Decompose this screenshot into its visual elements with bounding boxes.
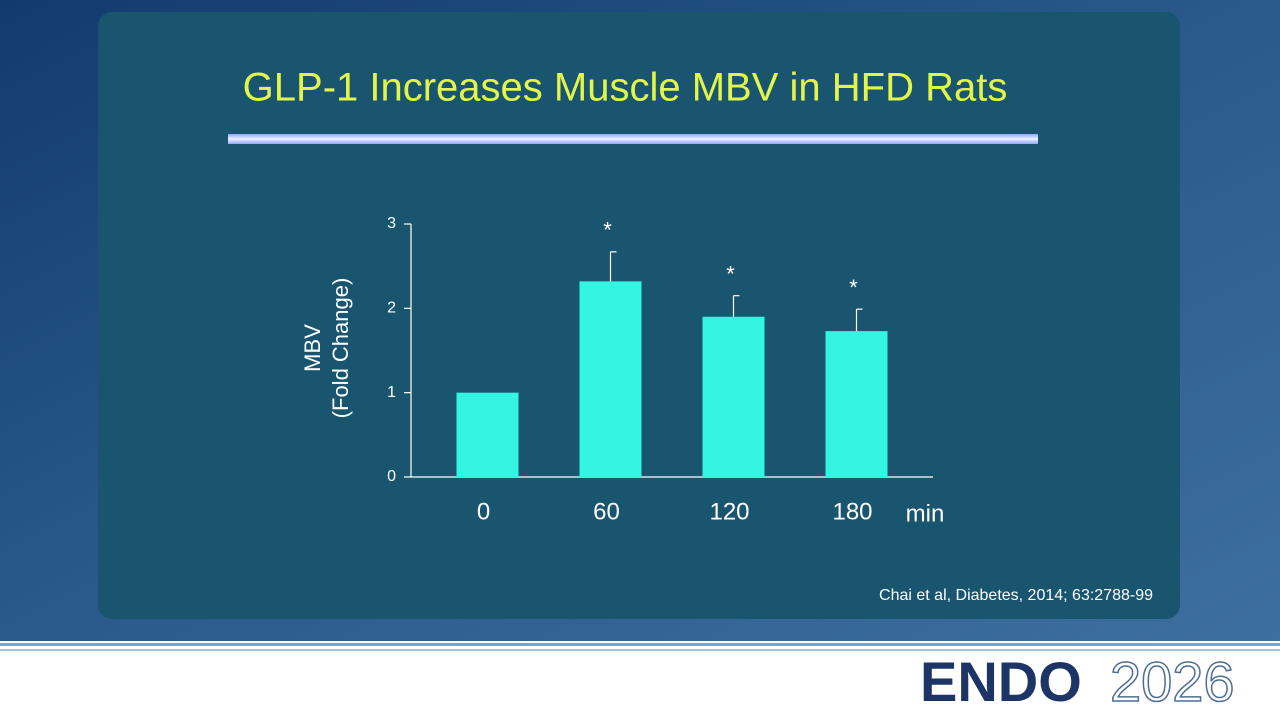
footer-line	[0, 643, 1280, 646]
significance-mark: *	[603, 218, 612, 243]
x-axis-unit: min	[906, 500, 945, 527]
y-axis-title-line: (Fold Change)	[328, 278, 353, 419]
y-axis-title: MBV (Fold Change)	[300, 278, 353, 419]
bar	[579, 281, 642, 477]
y-tick-label: 2	[387, 300, 396, 317]
bar	[456, 392, 519, 477]
x-tick-label: 0	[477, 498, 490, 525]
y-axis-title-line: MBV	[300, 324, 325, 372]
y-tick-label: 1	[387, 384, 396, 401]
footer-strip	[0, 641, 1280, 720]
bar	[825, 331, 888, 477]
x-tick-label: 180	[832, 498, 872, 525]
footer-line	[0, 649, 1280, 651]
y-tick-label: 3	[387, 215, 396, 232]
title-rule	[228, 134, 1038, 144]
significance-mark: *	[849, 275, 858, 300]
significance-mark: *	[726, 261, 735, 286]
chart-title: GLP-1 Increases Muscle MBV in HFD Rats	[243, 66, 1008, 110]
x-tick-label: 120	[709, 498, 749, 525]
logo-year: 2026	[1110, 650, 1235, 713]
x-tick-label: 60	[593, 498, 620, 525]
citation: Chai et al, Diabetes, 2014; 63:2788-99	[879, 587, 1153, 604]
y-tick-label: 0	[387, 468, 396, 485]
bar	[702, 316, 765, 477]
logo: ENDO	[920, 650, 1082, 713]
